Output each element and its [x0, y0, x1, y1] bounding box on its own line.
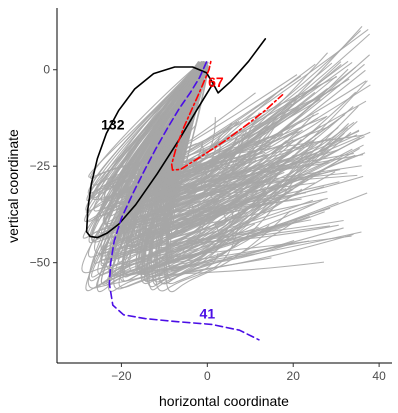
highlighted-curves: [85, 38, 284, 341]
x-tick-label: 40: [372, 369, 386, 383]
axis-ticks: −20 0 20 40 0 −25 −50: [30, 63, 386, 383]
background-trace: [131, 67, 314, 249]
background-trace: [167, 66, 295, 237]
x-tick-label: 20: [287, 369, 301, 383]
background-trace: [91, 62, 285, 238]
axes: [56, 8, 392, 364]
x-tick-label: 0: [204, 369, 211, 383]
background-trace: [90, 69, 298, 194]
y-axis-title: vertical coordinate: [5, 129, 21, 243]
annotation-label-132: 132: [101, 117, 125, 133]
curve-132: [85, 38, 267, 233]
y-tick-label: 0: [43, 63, 50, 77]
background-trace: [167, 70, 303, 253]
x-axis-title: horizontal coordinate: [159, 393, 289, 409]
curve-annotations: 132 67 41: [101, 74, 224, 322]
curve-67: [170, 60, 284, 171]
background-trace: [137, 67, 288, 241]
background-trace: [165, 62, 291, 293]
background-trace: [92, 63, 364, 186]
annotation-label-67: 67: [208, 74, 224, 90]
background-trace: [167, 68, 249, 261]
y-tick-label: −25: [30, 159, 51, 173]
background-trace: [116, 62, 270, 190]
annotation-label-41: 41: [200, 306, 216, 322]
background-trace: [146, 64, 235, 288]
background-trace: [100, 70, 361, 265]
curve-41: [108, 61, 260, 341]
background-trace: [101, 61, 358, 210]
x-tick-label: −20: [111, 369, 132, 383]
background-trace: [101, 66, 254, 285]
background-trace: [82, 60, 358, 239]
y-tick-label: −50: [30, 256, 51, 270]
curve-132-lower: [85, 84, 213, 239]
